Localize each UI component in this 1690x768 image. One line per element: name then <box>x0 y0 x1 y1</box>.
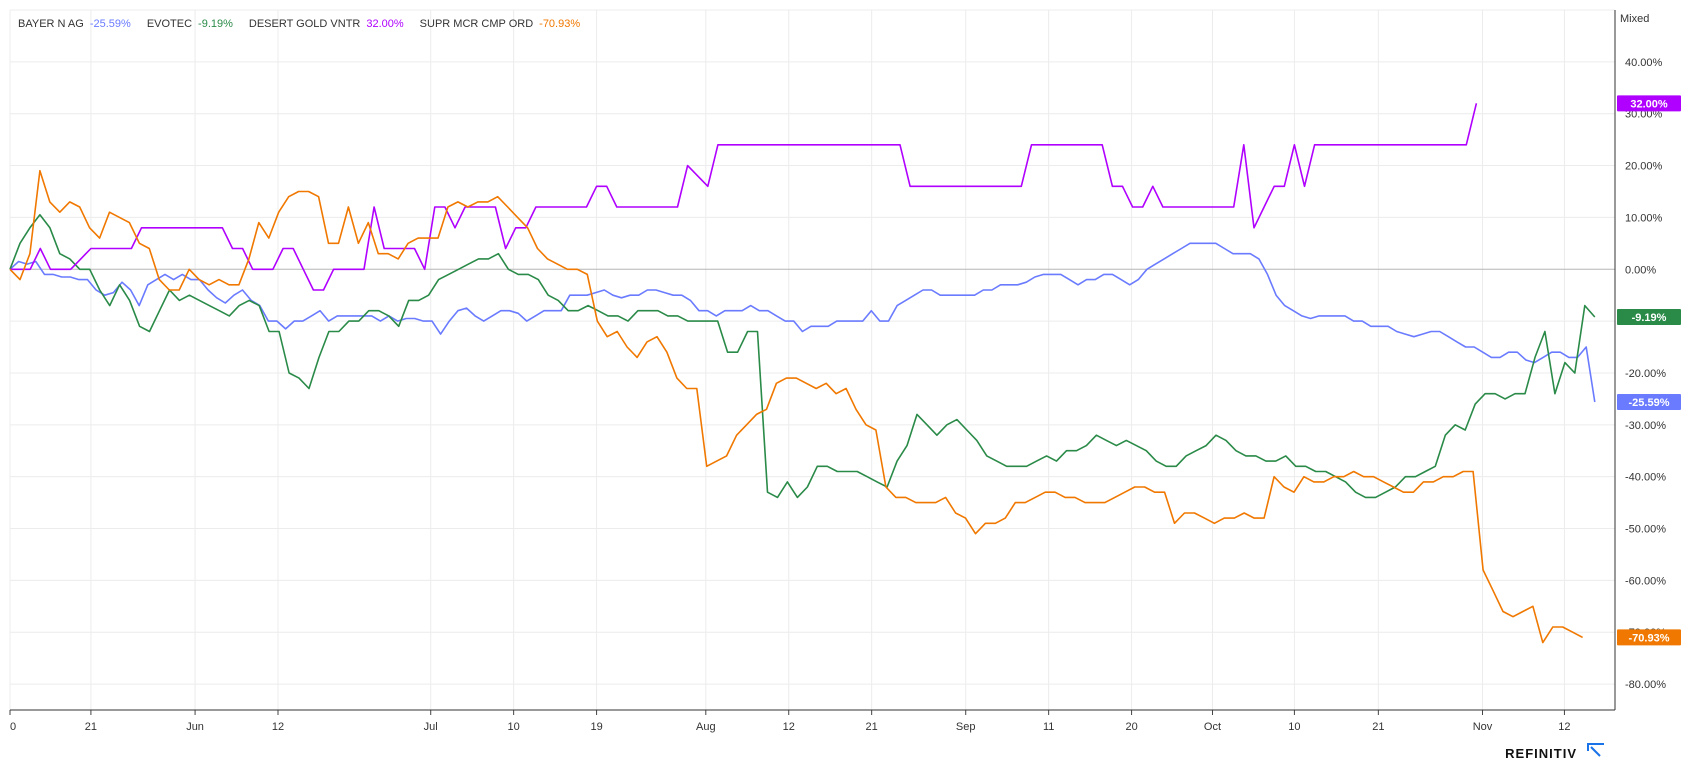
y-tick-label: -60.00% <box>1625 575 1666 587</box>
x-tick-label: 10 <box>508 721 520 733</box>
x-tick-label: Aug <box>696 721 716 733</box>
x-tick-label: 19 <box>590 721 602 733</box>
last-value-badge: -9.19% <box>1617 308 1681 325</box>
series-lines <box>9 103 1596 644</box>
legend-series-name: EVOTEC <box>147 18 192 30</box>
y-tick-label: -80.00% <box>1625 679 1666 691</box>
x-tick-label: Sep <box>956 721 976 733</box>
series-line-bayer-n-ag[interactable] <box>9 242 1596 403</box>
x-tick-label: 12 <box>783 721 795 733</box>
x-tick-label: 21 <box>85 721 97 733</box>
x-tick-label: 12 <box>272 721 284 733</box>
last-value-text: -9.19% <box>1632 312 1667 324</box>
legend-series-name: SUPR MCR CMP ORD <box>420 18 534 30</box>
legend-entry[interactable]: DESERT GOLD VNTR 32.00% <box>249 18 404 30</box>
y-tick-label: -20.00% <box>1625 368 1666 380</box>
x-tick-label: 21 <box>1372 721 1384 733</box>
x-tick-label: 20 <box>1125 721 1137 733</box>
last-value-text: -70.93% <box>1629 632 1670 644</box>
legend-entry[interactable]: EVOTEC -9.19% <box>147 18 233 30</box>
y-tick-label: 10.00% <box>1625 212 1663 224</box>
x-tick-label: Nov <box>1473 721 1493 733</box>
series-line-supr-mcr-cmp-ord[interactable] <box>9 169 1583 644</box>
grid <box>9 9 1615 710</box>
scale-mode-label[interactable]: Mixed <box>1620 13 1649 25</box>
y-tick-label: 20.00% <box>1625 161 1663 173</box>
legend-series-name: DESERT GOLD VNTR <box>249 18 361 30</box>
last-value-text: -25.59% <box>1629 397 1670 409</box>
axes: 0 21 Jun 12 Jul 10 19 Aug 12 21 Sep 11 20 Oct 10 21 Nov 1… <box>9 10 1666 733</box>
legend-series-value: -9.19% <box>198 18 233 30</box>
last-value-badge: -25.59% <box>1617 394 1681 410</box>
y-tick-label: -40.00% <box>1625 472 1666 484</box>
y-tick-label: 30.00% <box>1625 109 1663 121</box>
legend-series-name: BAYER N AG <box>18 18 84 30</box>
x-tick-label: 0 <box>10 721 16 733</box>
last-value-badges: -25.59% -9.19% 32.00% -70.93% <box>1617 95 1681 646</box>
x-tick-label: Jun <box>186 721 204 733</box>
x-tick-label: 11 <box>1043 721 1054 733</box>
x-tick-label: 10 <box>1288 721 1300 733</box>
brand-logo-icon <box>1587 743 1604 757</box>
x-tick-label: Oct <box>1204 721 1221 733</box>
last-value-badge: -70.93% <box>1617 629 1681 646</box>
legend: BAYER N AG -25.59% EVOTEC -9.19% DESERT GOLD… <box>18 18 580 30</box>
x-tick-label: Jul <box>424 721 438 733</box>
last-value-badge: 32.00% <box>1617 95 1681 112</box>
legend-series-value: 32.00% <box>366 18 404 30</box>
legend-series-value: -70.93% <box>539 18 580 30</box>
series-line-evotec[interactable] <box>9 214 1596 499</box>
legend-entry[interactable]: BAYER N AG -25.59% <box>18 18 131 30</box>
brand-logo-text: REFINITIV <box>1505 746 1577 761</box>
y-tick-label: 0.00% <box>1625 264 1656 276</box>
x-tick-label: 21 <box>866 721 878 733</box>
y-tick-label: -50.00% <box>1625 524 1666 536</box>
last-value-text: 32.00% <box>1630 98 1668 110</box>
y-tick-label: 40.00% <box>1625 57 1663 69</box>
series-line-desert-gold-vntr[interactable] <box>10 103 1478 291</box>
legend-series-value: -25.59% <box>90 18 131 30</box>
legend-entry[interactable]: SUPR MCR CMP ORD -70.93% <box>420 18 581 30</box>
x-tick-label: 12 <box>1558 721 1570 733</box>
y-tick-label: -30.00% <box>1625 420 1666 432</box>
